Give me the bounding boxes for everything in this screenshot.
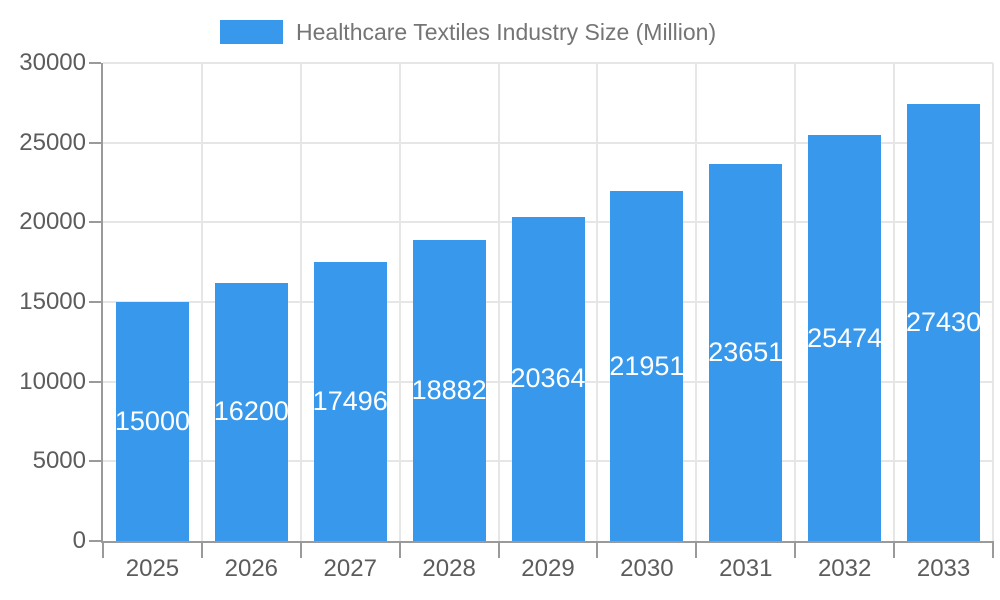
- x-axis-tick: [497, 541, 500, 558]
- x-axis-tick: [596, 541, 599, 558]
- x-axis-tick: [794, 541, 797, 558]
- y-axis-tick: [89, 301, 101, 303]
- bar-2027[interactable]: 17496: [312, 262, 388, 541]
- chart-legend[interactable]: Healthcare Textiles Industry Size (Milli…: [220, 19, 716, 45]
- gridline-horizontal: [103, 62, 993, 64]
- bar-2032[interactable]: 25474: [807, 135, 883, 541]
- x-tick-label-2025: 2025: [125, 555, 180, 582]
- bar-2030[interactable]: 21951: [609, 191, 685, 541]
- gridline-vertical: [200, 63, 203, 541]
- bar-2031[interactable]: 23651: [708, 164, 784, 541]
- bar-value-label: 18882: [411, 375, 487, 406]
- bar-value-label: 21951: [609, 350, 685, 381]
- x-axis-tick: [695, 541, 698, 558]
- x-axis-line: [101, 541, 993, 543]
- gridline-vertical: [398, 63, 401, 541]
- x-axis-tick: [398, 541, 401, 558]
- x-tick-label-2033: 2033: [916, 555, 971, 582]
- bar-value-label: 27430: [906, 306, 982, 337]
- gridline-vertical: [992, 63, 994, 541]
- x-tick-label-2026: 2026: [224, 555, 279, 582]
- x-axis-tick: [893, 541, 896, 558]
- bar-value-label: 20364: [510, 363, 586, 394]
- y-axis-line: [101, 63, 103, 541]
- y-tick-label: 30000: [19, 49, 86, 76]
- y-tick-label: 20000: [19, 208, 86, 236]
- x-tick-label-2032: 2032: [817, 555, 872, 582]
- bar-2029[interactable]: 20364: [510, 216, 586, 541]
- bar-2028[interactable]: 18882: [411, 240, 487, 541]
- y-axis-tick: [89, 141, 101, 144]
- y-axis-tick: [89, 540, 101, 542]
- gridline-vertical: [695, 63, 698, 541]
- x-axis-tick: [299, 541, 302, 558]
- bar-value-label: 17496: [312, 386, 388, 417]
- legend-label: Healthcare Textiles Industry Size (Milli…: [296, 18, 717, 45]
- y-tick-label: 25000: [19, 128, 86, 156]
- x-axis-tick: [200, 541, 203, 558]
- gridline-vertical: [299, 63, 302, 541]
- y-tick-label: 5000: [32, 447, 86, 475]
- x-tick-label-2029: 2029: [521, 555, 575, 582]
- bar-2025[interactable]: 15000: [114, 302, 190, 541]
- x-axis-tick: [102, 541, 104, 558]
- bar-2026[interactable]: 16200: [213, 282, 289, 541]
- x-tick-label-2031: 2031: [719, 555, 773, 582]
- y-axis-tick: [89, 62, 101, 64]
- y-axis-tick: [89, 221, 101, 224]
- y-tick-label: 0: [72, 527, 86, 554]
- gridline-vertical: [794, 63, 797, 541]
- bar-value-label: 25474: [807, 322, 883, 353]
- y-tick-label: 15000: [19, 288, 86, 315]
- x-tick-label-2030: 2030: [620, 555, 674, 582]
- x-tick-label-2027: 2027: [323, 555, 377, 582]
- bar-value-label: 15000: [114, 406, 190, 436]
- bar-value-label: 23651: [708, 337, 784, 368]
- bar-2033[interactable]: 27430: [906, 103, 982, 541]
- gridline-vertical: [497, 63, 500, 541]
- y-axis-tick: [89, 380, 101, 383]
- gridline-horizontal: [103, 141, 993, 144]
- x-axis-tick: [992, 541, 994, 558]
- bar-value-label: 16200: [213, 396, 289, 427]
- y-axis-tick: [89, 460, 101, 463]
- legend-swatch-icon: [220, 20, 283, 44]
- y-tick-label: 10000: [19, 367, 86, 395]
- x-tick-label-2028: 2028: [422, 555, 476, 582]
- gridline-vertical: [596, 63, 599, 541]
- gridline-vertical: [893, 63, 896, 541]
